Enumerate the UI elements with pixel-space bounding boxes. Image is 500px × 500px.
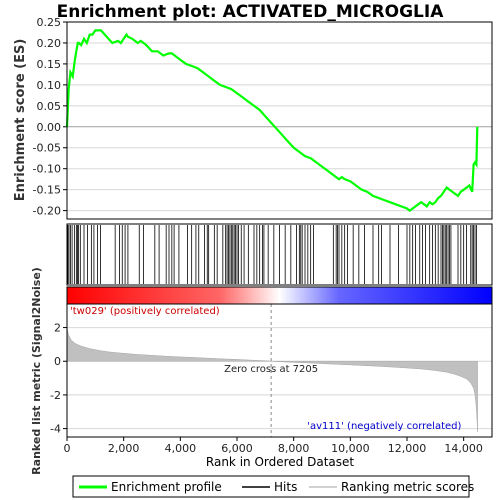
- x-axis-label: Rank in Ordered Dataset: [206, 455, 354, 469]
- enrichment-profile-line: [65, 29, 479, 212]
- es-panel-frame: [67, 22, 492, 219]
- x-tick-label: 2,000: [108, 442, 140, 455]
- legend-label-ranking-metric: Ranking metric scores: [341, 480, 474, 494]
- x-axis-ticks: 0 2,000 4,000 6,000 8,000 10,000 12,000 14,000: [64, 437, 483, 455]
- metric-y-axis-label: Ranked list metric (Signal2Noise): [30, 267, 43, 475]
- metric-panel-border: [66, 303, 493, 438]
- legend-label-hits: Hits: [274, 480, 297, 494]
- x-tick-label: 14,000: [444, 442, 483, 455]
- rank-color-bar: [66, 286, 493, 305]
- es-y-tick-label: -0.05: [33, 142, 61, 155]
- hits-panel: [66, 223, 493, 286]
- x-tick-label: 4,000: [165, 442, 197, 455]
- es-y-tick-label: 0.10: [37, 79, 62, 92]
- es-y-axis-label: Enrichment score (ES): [13, 39, 28, 202]
- es-y-tick-label: -0.10: [33, 163, 61, 176]
- legend: Enrichment profile Hits Ranking metric s…: [72, 475, 474, 498]
- metric-y-ticks: -4 -2 0 2: [50, 322, 67, 436]
- positive-correlation-label: 'tw029' (positively correlated): [70, 306, 220, 317]
- x-tick-label: 8,000: [278, 442, 310, 455]
- negative-correlation-label: 'av111' (negatively correlated): [307, 421, 461, 432]
- es-y-tick-label: 0.20: [37, 37, 62, 50]
- legend-box: [72, 475, 470, 498]
- metric-panel-frame: [67, 304, 492, 437]
- hits-panel-border: [66, 223, 493, 286]
- metric-panel: Zero cross at 7205 'tw029' (positively c…: [30, 267, 493, 475]
- rank-gradient-bar: [67, 287, 492, 304]
- metric-y-tick-label: 0: [54, 355, 61, 368]
- x-tick-label: 6,000: [221, 442, 253, 455]
- es-y-tick-label: 0.15: [37, 58, 62, 71]
- es-panel-border: [66, 21, 493, 220]
- es-y-tick-label: 0.00: [37, 121, 62, 134]
- legend-label-enrichment-profile: Enrichment profile: [111, 480, 222, 494]
- x-tick-label: 0: [64, 442, 71, 455]
- es-y-tick-label: -0.15: [33, 184, 61, 197]
- metric-y-tick-label: -4: [50, 423, 61, 436]
- es-panel: -0.20 -0.15 -0.10 -0.05 0.00 0.05 0.10 0.15 0.20…: [13, 16, 493, 220]
- es-y-ticks: -0.20 -0.15 -0.10 -0.05 0.00 0.05 0.10 0.15 0.20…: [33, 16, 67, 218]
- metric-y-tick-label: -2: [50, 389, 61, 402]
- es-y-tick-label: -0.20: [33, 205, 61, 218]
- x-tick-label: 10,000: [331, 442, 370, 455]
- es-y-tick-label: 0.05: [37, 100, 62, 113]
- zero-cross-label: Zero cross at 7205: [224, 364, 318, 375]
- x-tick-label: 12,000: [388, 442, 427, 455]
- ranking-metric-area: [66, 327, 478, 432]
- metric-y-tick-label: 2: [54, 322, 61, 335]
- hit-marks: [67, 225, 477, 284]
- es-y-tick-label: 0.25: [37, 16, 62, 29]
- chart-title: Enrichment plot: ACTIVATED_MICROGLIA: [57, 2, 445, 22]
